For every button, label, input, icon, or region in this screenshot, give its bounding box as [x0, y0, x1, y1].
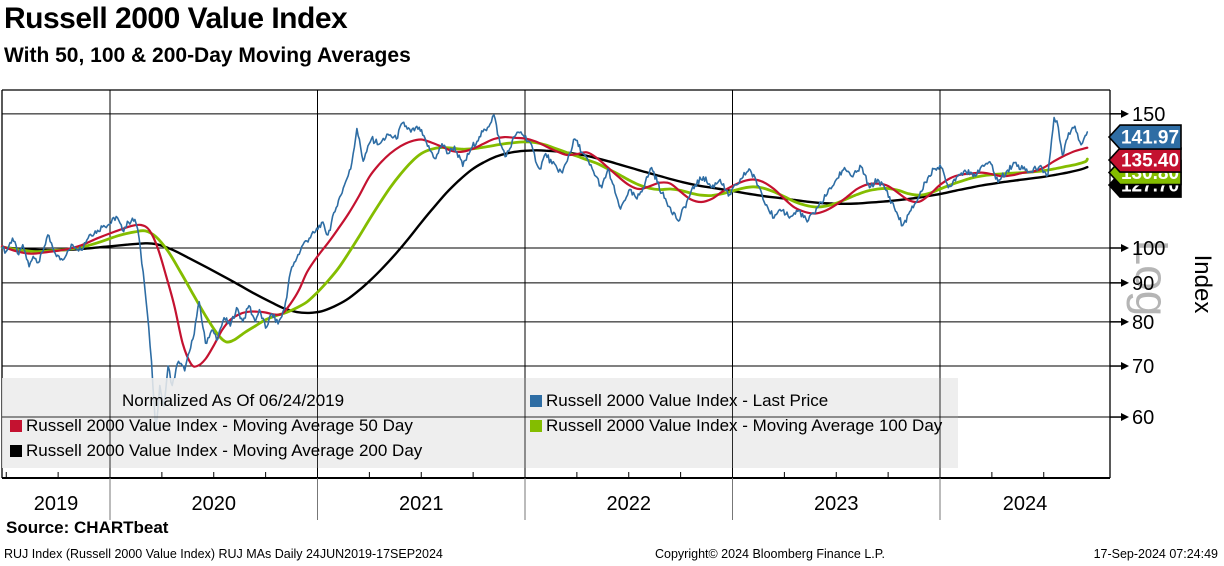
footer-copyright: Copyright© 2024 Bloomberg Finance L.P.: [655, 547, 885, 561]
y-tick-label: 80: [1132, 312, 1154, 334]
footer-timestamp: 17-Sep-2024 07:24:49: [1093, 547, 1218, 561]
log-scale-watermark: Log: [1126, 240, 1178, 317]
tick-arrow-icon: [1121, 317, 1129, 326]
series-lines: [0, 114, 1089, 432]
series-last-price: [1, 114, 1089, 432]
x-tick-label: 2019: [34, 493, 79, 515]
chart-title: Russell 2000 Value Index: [4, 2, 348, 35]
tick-arrow-icon: [1121, 278, 1129, 287]
x-tick-label: 2023: [814, 493, 859, 515]
x-tick-label: 2020: [192, 493, 237, 515]
chart-subtitle: With 50, 100 & 200-Day Moving Averages: [4, 44, 411, 67]
tick-arrow-icon: [1121, 413, 1129, 422]
y-tick-label: 90: [1132, 273, 1154, 295]
x-tick-label: 2021: [399, 493, 444, 515]
series-ma-50-day: [1, 135, 1089, 368]
series-ma-100-day: [0, 140, 1089, 344]
right-axis-title: Index: [1189, 255, 1216, 314]
price-tag-ma-50-day: 135.40: [1107, 147, 1182, 173]
grid-over-legend: [2, 378, 958, 468]
y-tick-label: 100: [1132, 238, 1165, 260]
tick-arrow-icon: [1121, 362, 1129, 371]
x-tick-label: 2022: [607, 493, 652, 515]
footer-description: RUJ Index (Russell 2000 Value Index) RUJ…: [4, 547, 443, 561]
price-tag-last-price: 141.97: [1107, 124, 1182, 150]
tick-arrow-icon: [1121, 109, 1129, 118]
tick-arrow-icon: [1121, 244, 1129, 252]
price-tag-value: 135.40: [1121, 151, 1179, 172]
y-tick-label: 60: [1132, 407, 1154, 429]
source-line: Source: CHARTbeat: [6, 518, 169, 537]
y-tick-label: 150: [1132, 104, 1165, 126]
series-ma-200-day: [0, 149, 1089, 315]
y-tick-label: 70: [1132, 356, 1154, 378]
price-tag-value: 141.97: [1121, 128, 1179, 149]
legend-background: [2, 378, 958, 468]
x-tick-label: 2024: [1003, 493, 1048, 515]
